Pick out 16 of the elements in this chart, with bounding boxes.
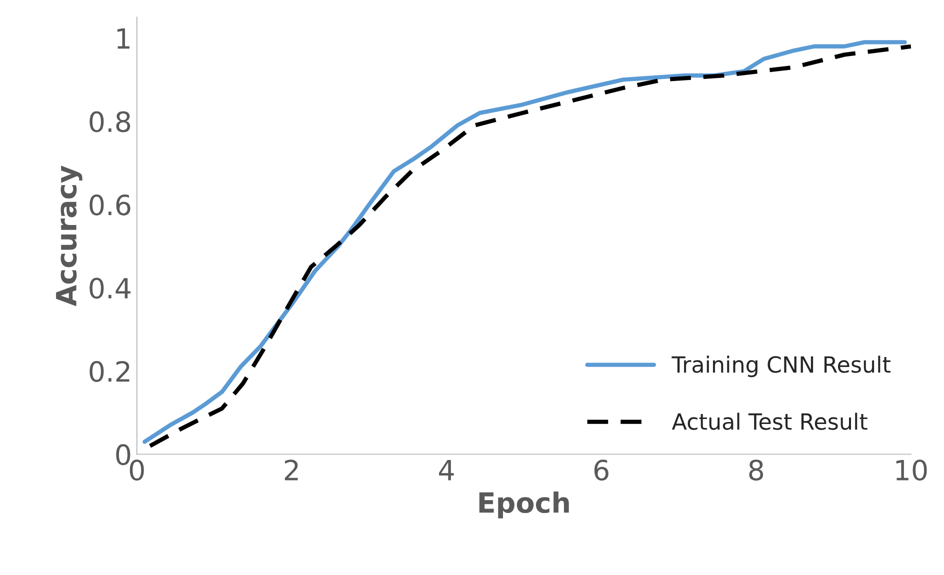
- x-tick-label: 6: [594, 460, 608, 481]
- y-axis-title: Accuracy: [56, 166, 82, 306]
- y-tick-label: 0: [116, 444, 130, 466]
- y-tick-label: 0.6: [90, 194, 130, 216]
- x-axis-title: Epoch: [479, 492, 569, 518]
- x-tick-label: 4: [439, 460, 454, 480]
- legend-label: Actual Test Result: [672, 412, 868, 430]
- y-tick-label: 0.4: [90, 278, 130, 299]
- x-tick-label: 0: [130, 460, 144, 481]
- x-tick-label: 2: [284, 460, 298, 480]
- x-tick-label: 10: [896, 460, 927, 481]
- x-tick-label: 8: [749, 460, 764, 481]
- y-tick-label: 0.2: [90, 360, 130, 382]
- legend-label: Training CNN Result: [672, 356, 890, 378]
- y-tick-label: 1: [117, 28, 130, 49]
- y-tick-label: 0.8: [90, 111, 130, 132]
